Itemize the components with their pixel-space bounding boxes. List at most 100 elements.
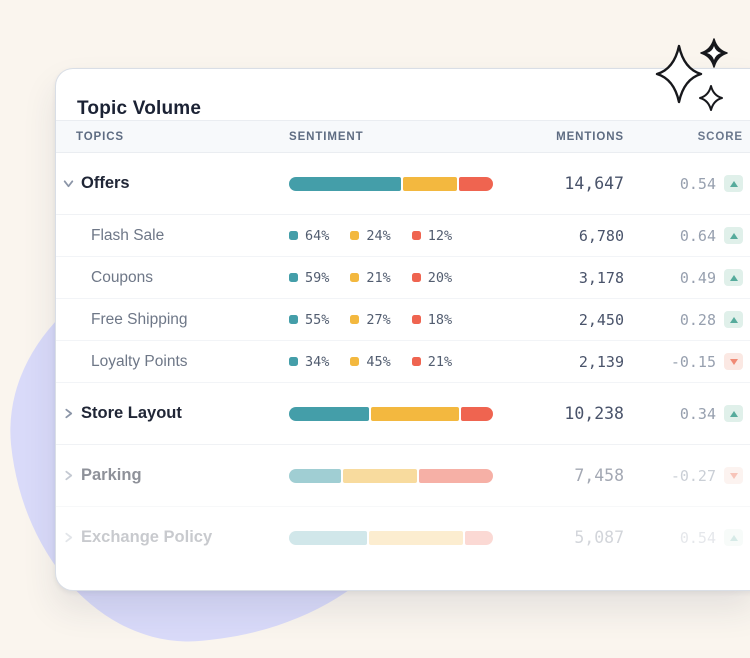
- legend-percent-positive: 64%: [305, 227, 330, 244]
- trend-up-icon: [724, 405, 743, 422]
- negative-dot-icon: [411, 231, 421, 240]
- chevron-right-icon[interactable]: [63, 408, 74, 419]
- sentiment-segment-positive: [289, 406, 369, 421]
- sentiment-segment-negative: [465, 530, 493, 545]
- table-row[interactable]: Free Shipping 55% 27% 18% 2,450 0.28: [56, 299, 750, 341]
- mentions-value: 7,458: [574, 466, 624, 485]
- sentiment-bar: [289, 406, 493, 421]
- sentiment-legend: 34% 45% 21%: [289, 354, 493, 370]
- topic-label: Free Shipping: [91, 310, 188, 328]
- legend-item-positive: 59%: [289, 270, 329, 286]
- sentiment-segment-neutral: [403, 176, 457, 191]
- positive-dot-icon: [289, 315, 298, 324]
- legend-item-negative: 18%: [411, 311, 453, 328]
- topic-label: Loyalty Points: [91, 352, 188, 370]
- sentiment-segment-neutral: [371, 406, 459, 421]
- legend-percent-positive: 34%: [305, 353, 330, 370]
- score-value: 0.34: [679, 404, 716, 423]
- sparkle-filled-icon: [700, 38, 728, 68]
- mentions-value: 14,647: [564, 174, 624, 193]
- legend-percent-negative: 12%: [427, 227, 453, 244]
- sentiment-cell: [289, 406, 493, 421]
- sentiment-segment-negative: [419, 468, 493, 483]
- score-value: 0.49: [679, 268, 716, 287]
- chevron-right-icon[interactable]: [63, 470, 74, 481]
- table-row[interactable]: Flash Sale 64% 24% 12% 6,780 0.64: [56, 215, 750, 257]
- table-row[interactable]: Store Layout 10,238 0.34: [56, 383, 750, 445]
- sentiment-cell: 55% 27% 18%: [289, 312, 493, 328]
- legend-item-positive: 55%: [289, 312, 329, 328]
- topic-label: Store Layout: [81, 404, 182, 422]
- chevron-down-icon[interactable]: [63, 178, 74, 189]
- topic-volume-card: Topic Volume TOPICS SENTIMENT MENTIONS S…: [55, 68, 750, 591]
- mentions-value: 3,178: [578, 268, 624, 287]
- sentiment-cell: [289, 468, 493, 483]
- neutral-dot-icon: [350, 315, 360, 324]
- positive-dot-icon: [289, 273, 298, 282]
- legend-item-negative: 21%: [411, 353, 453, 370]
- sentiment-segment-positive: [289, 468, 341, 483]
- table-header-row: TOPICS SENTIMENT MENTIONS SCORE: [56, 120, 750, 153]
- trend-up-icon: [724, 269, 743, 286]
- negative-dot-icon: [411, 357, 421, 366]
- score-value: 0.54: [679, 174, 716, 193]
- score-value: -0.15: [670, 352, 716, 371]
- score-value: -0.27: [670, 466, 716, 485]
- legend-item-positive: 64%: [289, 228, 329, 244]
- table-row[interactable]: Loyalty Points 34% 45% 21% 2,139 -0.15: [56, 341, 750, 383]
- sentiment-bar: [289, 176, 493, 191]
- trend-down-icon: [724, 353, 743, 370]
- legend-percent-negative: 21%: [427, 353, 453, 370]
- topic-label: Exchange Policy: [81, 528, 213, 546]
- topic-label: Parking: [81, 466, 142, 484]
- chevron-right-icon[interactable]: [63, 532, 74, 543]
- legend-percent-negative: 18%: [427, 311, 453, 328]
- legend-item-neutral: 45%: [350, 353, 391, 370]
- neutral-dot-icon: [350, 273, 360, 282]
- legend-percent-neutral: 45%: [366, 353, 391, 370]
- sentiment-segment-negative: [461, 406, 493, 421]
- sentiment-segment-positive: [289, 530, 367, 545]
- legend-percent-positive: 55%: [305, 311, 330, 328]
- neutral-dot-icon: [350, 231, 360, 240]
- legend-percent-neutral: 24%: [366, 227, 391, 244]
- legend-item-neutral: 24%: [350, 227, 391, 244]
- legend-item-negative: 12%: [411, 227, 453, 244]
- sentiment-cell: 59% 21% 20%: [289, 270, 493, 286]
- legend-item-negative: 20%: [411, 269, 453, 286]
- negative-dot-icon: [411, 273, 421, 282]
- table-row[interactable]: Offers 14,647 0.54: [56, 153, 750, 215]
- trend-up-icon: [724, 529, 743, 546]
- topic-label: Offers: [81, 174, 130, 192]
- legend-percent-negative: 20%: [427, 269, 453, 286]
- sentiment-legend: 55% 27% 18%: [289, 312, 493, 328]
- score-value: 0.54: [679, 528, 716, 547]
- score-value: 0.28: [679, 310, 716, 329]
- table-row[interactable]: Parking 7,458 -0.27: [56, 445, 750, 507]
- topic-table-body: Offers 14,647 0.54 Flash Sale 64% 24% 12% …: [56, 153, 750, 568]
- sentiment-legend: 59% 21% 20%: [289, 270, 493, 286]
- sentiment-cell: 34% 45% 21%: [289, 354, 493, 370]
- mentions-value: 2,450: [578, 310, 624, 329]
- sentiment-bar: [289, 530, 493, 545]
- score-value: 0.64: [679, 226, 716, 245]
- mentions-value: 5,087: [574, 528, 624, 547]
- table-row[interactable]: Coupons 59% 21% 20% 3,178 0.49: [56, 257, 750, 299]
- table-row[interactable]: Exchange Policy 5,087 0.54: [56, 507, 750, 568]
- mentions-value: 6,780: [578, 226, 624, 245]
- sentiment-cell: [289, 176, 493, 191]
- legend-percent-neutral: 21%: [366, 269, 391, 286]
- positive-dot-icon: [289, 357, 298, 366]
- sentiment-cell: 64% 24% 12%: [289, 228, 493, 244]
- sentiment-segment-positive: [289, 176, 401, 191]
- column-header-score: SCORE: [697, 130, 743, 143]
- trend-up-icon: [724, 311, 743, 328]
- positive-dot-icon: [289, 231, 298, 240]
- mentions-value: 10,238: [564, 404, 624, 423]
- sentiment-segment-neutral: [343, 468, 417, 483]
- trend-up-icon: [724, 175, 743, 192]
- sentiment-bar: [289, 468, 493, 483]
- sentiment-legend: 64% 24% 12%: [289, 228, 493, 244]
- mentions-value: 2,139: [578, 352, 624, 371]
- trend-up-icon: [724, 227, 743, 244]
